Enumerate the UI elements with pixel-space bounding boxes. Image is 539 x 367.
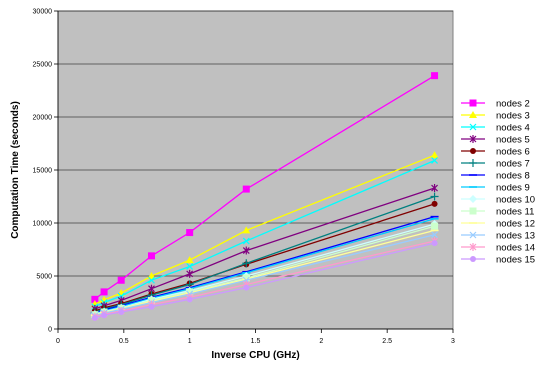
legend-item: nodes 12 xyxy=(461,219,535,230)
x-tick-label: 1.5 xyxy=(251,338,261,345)
data-point xyxy=(148,276,155,284)
legend-item: nodes 3 xyxy=(461,111,530,122)
data-point xyxy=(148,303,155,310)
data-point xyxy=(186,296,193,303)
data-point xyxy=(431,222,439,230)
legend-item: nodes 11 xyxy=(461,207,534,218)
x-tick-label: 3 xyxy=(451,338,455,345)
legend-item: nodes 7 xyxy=(461,159,530,170)
data-point xyxy=(186,269,194,278)
legend-item: nodes 15 xyxy=(461,255,535,266)
data-point xyxy=(430,192,439,201)
x-tick-label: 0 xyxy=(56,338,60,345)
legend-item: nodes 13 xyxy=(461,231,535,242)
x-tick-label: 2 xyxy=(319,338,323,345)
data-point xyxy=(469,195,477,203)
y-tick-label: 30000 xyxy=(33,9,53,16)
y-tick-label: 15000 xyxy=(33,168,53,175)
data-point xyxy=(101,312,108,319)
data-point xyxy=(243,284,250,291)
data-point xyxy=(469,243,477,251)
legend-item: nodes 14 xyxy=(461,243,535,254)
data-point xyxy=(186,229,194,237)
data-point xyxy=(469,207,477,215)
data-point xyxy=(242,226,251,234)
legend-label: nodes 6 xyxy=(496,147,530,158)
legend-label: nodes 2 xyxy=(496,99,530,110)
data-point xyxy=(117,276,125,284)
series-15 xyxy=(91,240,438,321)
data-point xyxy=(469,159,477,167)
data-point xyxy=(470,256,476,262)
data-point xyxy=(242,259,251,268)
legend-item: nodes 4 xyxy=(461,123,530,134)
legend-label: nodes 9 xyxy=(496,183,530,194)
legend-label: nodes 13 xyxy=(496,231,535,242)
data-point xyxy=(186,263,194,270)
data-point xyxy=(469,123,477,131)
data-point xyxy=(91,314,98,321)
legend-label: nodes 10 xyxy=(496,195,535,206)
data-point xyxy=(431,72,439,80)
legend-item: nodes 6 xyxy=(461,147,530,158)
x-axis-title: Inverse CPU (GHz) xyxy=(211,350,299,361)
legend-item: nodes 2 xyxy=(461,99,530,110)
legend-label: nodes 8 xyxy=(496,171,530,182)
y-tick-label: 0 xyxy=(48,327,52,334)
y-tick-label: 10000 xyxy=(33,221,53,228)
y-tick-label: 20000 xyxy=(33,115,53,122)
data-point xyxy=(469,99,477,107)
data-point xyxy=(430,151,439,159)
y-tick-label: 25000 xyxy=(33,62,53,69)
data-point xyxy=(431,200,438,207)
data-point xyxy=(431,231,438,239)
series-layer xyxy=(90,72,439,321)
legend-item: nodes 9 xyxy=(461,183,530,194)
data-point xyxy=(469,111,477,118)
data-point xyxy=(147,272,156,279)
data-point xyxy=(147,252,155,260)
legend-item: nodes 8 xyxy=(461,171,530,182)
data-point xyxy=(469,135,477,143)
x-tick-label: 1 xyxy=(188,338,192,345)
legend-label: nodes 4 xyxy=(496,123,530,134)
legend-item: nodes 10 xyxy=(461,195,535,206)
legend-label: nodes 5 xyxy=(496,135,530,146)
legend-label: nodes 14 xyxy=(496,243,535,254)
tick-labels: 0 5000 10000 15000 20000 25000 30000 0 0.5 1 1.5 2 2… xyxy=(33,9,456,346)
y-tick-label: 5000 xyxy=(36,274,52,281)
legend-item: nodes 5 xyxy=(461,135,530,146)
x-tick-label: 2.5 xyxy=(382,338,392,345)
data-point xyxy=(100,288,108,296)
legend-label: nodes 11 xyxy=(496,207,534,218)
data-point xyxy=(118,309,125,316)
data-point xyxy=(242,246,250,255)
data-point xyxy=(469,231,477,239)
data-point xyxy=(431,184,438,193)
x-tick-label: 0.5 xyxy=(119,338,129,345)
y-axis-title: Computation Time (seconds) xyxy=(10,101,21,239)
data-point xyxy=(431,240,438,247)
data-point xyxy=(470,148,476,154)
data-point xyxy=(242,185,250,193)
legend-label: nodes 15 xyxy=(496,255,535,266)
legend-label: nodes 3 xyxy=(496,111,530,122)
data-point xyxy=(185,256,194,264)
legend-label: nodes 12 xyxy=(496,219,535,230)
legend-label: nodes 7 xyxy=(496,159,530,170)
data-point xyxy=(242,237,250,245)
data-point xyxy=(431,157,438,164)
